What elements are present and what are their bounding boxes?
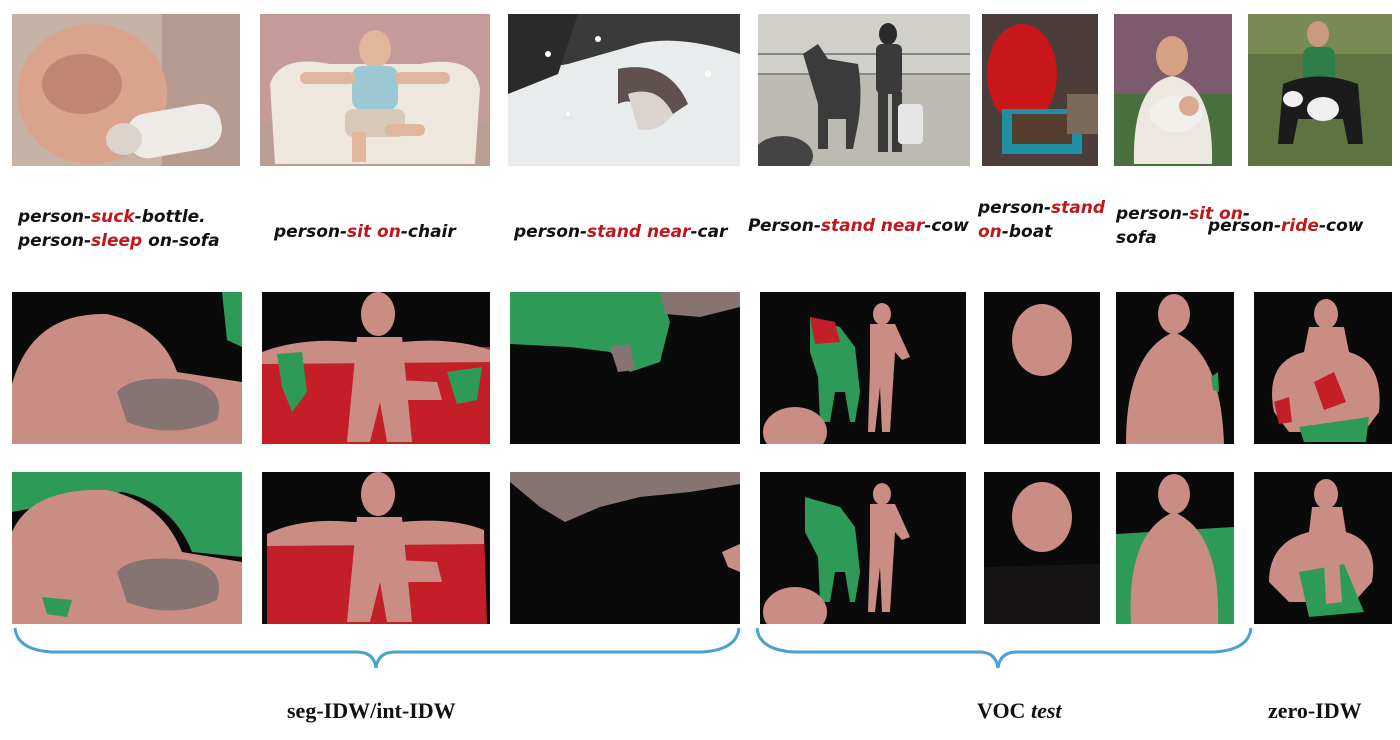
caption-text: person- xyxy=(18,231,92,251)
group-label-seg-int: seg-IDW/int-IDW xyxy=(287,698,456,724)
caption-verb: sleep xyxy=(91,231,143,251)
caption-line: Person-stand near-cow xyxy=(748,214,969,238)
caption-text: on-sofa xyxy=(142,231,220,251)
caption-line: person-sit on- xyxy=(1116,202,1250,226)
group-label-seg-int-text: seg-IDW/int-IDW xyxy=(287,698,456,723)
caption-line: person-sleep on-sofa xyxy=(18,229,220,253)
seg-map-row2-col2 xyxy=(262,472,490,624)
brace-seg-int xyxy=(13,627,741,669)
group-label-zero: zero-IDW xyxy=(1268,698,1362,724)
caption-line: person-stand near-car xyxy=(514,220,727,244)
caption-text: person- xyxy=(514,222,588,242)
caption-text: sofa xyxy=(1116,228,1157,248)
caption-verb: sit on xyxy=(1189,204,1243,224)
caption-text: person- xyxy=(1208,216,1282,236)
caption-text: - xyxy=(1242,204,1250,224)
group-label-voc: VOC test xyxy=(977,698,1062,724)
seg-map-row1-col3 xyxy=(510,292,740,444)
caption-verb: stand near xyxy=(820,216,925,236)
seg-map-row2-col5 xyxy=(984,472,1100,624)
caption-7: person-ride-cow xyxy=(1208,214,1364,238)
caption-2: person-sit on-chair xyxy=(274,220,456,244)
seg-map-row1-col2 xyxy=(262,292,490,444)
caption-verb: stand xyxy=(1051,198,1106,218)
caption-text: -cow xyxy=(924,216,969,236)
group-label-zero-text: zero-IDW xyxy=(1268,698,1362,723)
caption-line: person-suck-bottle. xyxy=(18,205,220,229)
seg-map-row1-col7 xyxy=(1254,292,1392,444)
group-label-voc-prefix: VOC xyxy=(977,698,1031,723)
caption-text: person- xyxy=(978,198,1052,218)
photo-person-boat xyxy=(982,14,1098,166)
photo-boy-chair xyxy=(260,14,490,166)
caption-text: Person- xyxy=(748,216,821,236)
caption-4: Person-stand near-cow xyxy=(748,214,969,238)
caption-text: -cow xyxy=(1318,216,1364,236)
seg-map-row2-col3 xyxy=(510,472,740,624)
seg-map-row1-col1 xyxy=(12,292,242,444)
caption-verb: ride xyxy=(1281,216,1319,236)
caption-line: person-sit on-chair xyxy=(274,220,456,244)
seg-map-row2-col1 xyxy=(12,472,242,624)
group-label-voc-italic: test xyxy=(1030,698,1062,723)
seg-map-row2-col6 xyxy=(1116,472,1234,624)
caption-1: person-suck-bottle. person-sleep on-sofa xyxy=(18,205,220,253)
caption-6: person-sit on-sofa xyxy=(1116,202,1250,250)
caption-line: on-boat xyxy=(978,220,1105,244)
caption-verb: on xyxy=(978,222,1002,242)
seg-map-row2-col7 xyxy=(1254,472,1392,624)
caption-text: person- xyxy=(274,222,348,242)
brace-voc xyxy=(755,627,1253,669)
caption-text: -chair xyxy=(400,222,456,242)
caption-5: person-stand on-boat xyxy=(978,196,1105,244)
seg-map-row1-col4 xyxy=(760,292,966,444)
photo-person-cow xyxy=(758,14,970,166)
caption-text: -boat xyxy=(1001,222,1053,242)
photo-person-snow-car xyxy=(508,14,740,166)
caption-line: person-stand xyxy=(978,196,1105,220)
caption-verb: suck xyxy=(91,207,135,227)
caption-text: -bottle. xyxy=(134,207,206,227)
seg-map-row2-col4 xyxy=(760,472,966,624)
caption-line: person-ride-cow xyxy=(1208,214,1364,238)
caption-text: person- xyxy=(1116,204,1190,224)
caption-verb: sit on xyxy=(347,222,401,242)
photo-baby-bottle xyxy=(12,14,240,166)
caption-verb: stand near xyxy=(587,222,691,242)
photo-person-sofa xyxy=(1114,14,1232,166)
seg-map-row1-col6 xyxy=(1116,292,1234,444)
caption-text: -car xyxy=(690,222,728,242)
photo-person-ride-cow xyxy=(1248,14,1392,166)
seg-map-row1-col5 xyxy=(984,292,1100,444)
caption-text: person- xyxy=(18,207,92,227)
caption-3: person-stand near-car xyxy=(514,220,727,244)
caption-line: sofa xyxy=(1116,226,1250,250)
